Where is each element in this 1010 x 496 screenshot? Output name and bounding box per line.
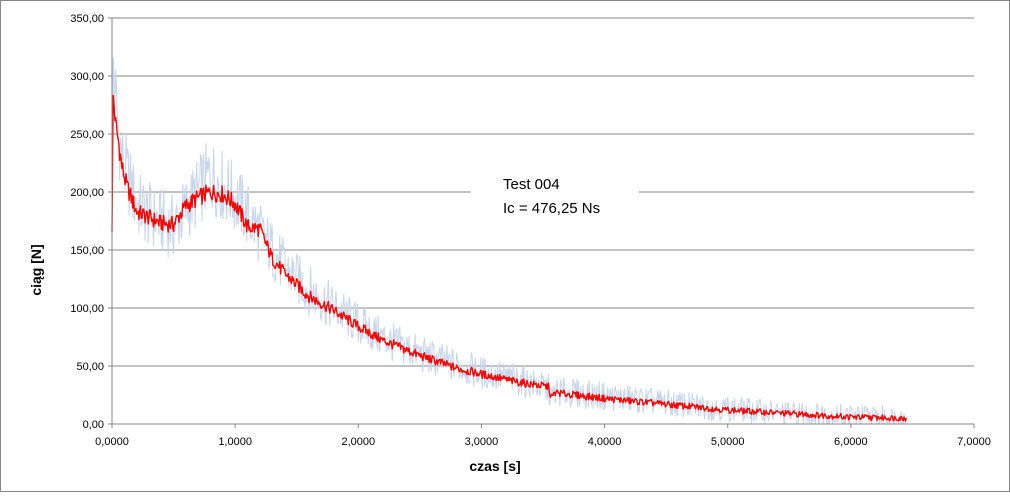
- x-tick-label: 3,0000: [465, 436, 499, 448]
- series-layer: [111, 57, 907, 425]
- x-tick-label: 2,0000: [341, 436, 375, 448]
- y-axis-ticks: 0,00 50,00 100,00 150,00 200,00 250,00 300,00 3…: [70, 13, 112, 431]
- y-tick-label: 100,00: [70, 303, 104, 315]
- raw-series-line: [111, 57, 907, 425]
- x-axis-ticks: 0,0000 1,0000 2,0000 3,0000 4,0000 5,0000 6,00…: [95, 424, 991, 448]
- x-axis-title: czas [s]: [469, 458, 520, 474]
- annotation-background: [471, 164, 639, 224]
- annotation-impulse: Ic = 476,25 Ns: [503, 200, 600, 217]
- x-tick-label: 0,0000: [95, 436, 129, 448]
- gridlines: [112, 17, 974, 367]
- axes: [111, 18, 974, 425]
- y-tick-label: 250,00: [70, 129, 104, 141]
- x-tick-label: 1,0000: [218, 436, 252, 448]
- annotation-title: Test 004: [503, 176, 560, 193]
- filtered-series-line: [111, 94, 907, 422]
- x-tick-label: 4,0000: [588, 436, 622, 448]
- x-tick-label: 5,0000: [711, 436, 745, 448]
- y-tick-label: 350,00: [70, 13, 104, 25]
- y-tick-label: 50,00: [76, 361, 104, 373]
- y-tick-label: 150,00: [70, 245, 104, 257]
- x-tick-label: 6,0000: [834, 436, 868, 448]
- y-tick-label: 0,00: [83, 419, 104, 431]
- y-tick-label: 300,00: [70, 71, 104, 83]
- x-tick-label: 7,0000: [957, 436, 991, 448]
- y-axis-title: ciąg [N]: [28, 244, 44, 295]
- y-tick-label: 200,00: [70, 187, 104, 199]
